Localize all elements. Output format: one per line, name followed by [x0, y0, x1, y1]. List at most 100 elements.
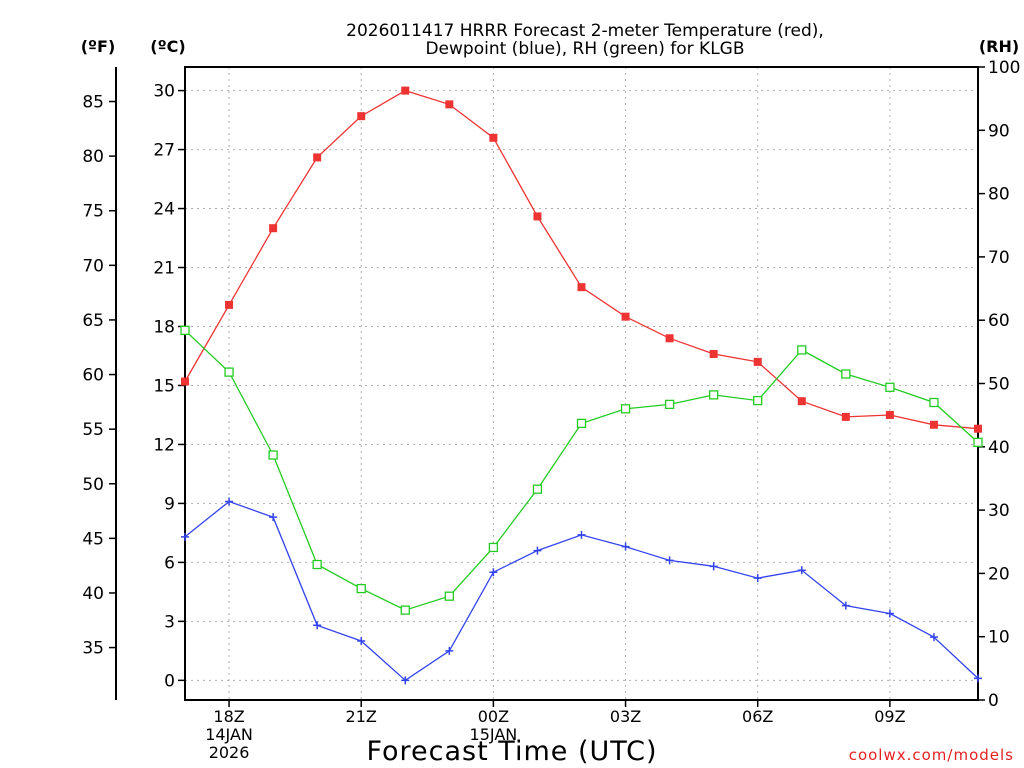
- temperature-point: [181, 377, 189, 386]
- dewpoint-line: [184, 500, 979, 682]
- temperature-point: [313, 153, 322, 162]
- x-tick-label: 09Z: [874, 707, 905, 726]
- celsius-tick-label: 9: [164, 494, 175, 514]
- dewpoint-point: [401, 676, 410, 685]
- chart-title-line2: Dewpoint (blue), RH (green) for KLGB: [425, 39, 744, 59]
- temperature-point: [225, 300, 234, 309]
- temperature-point: [357, 112, 366, 121]
- rh-point: [576, 418, 587, 429]
- rh-point: [488, 542, 499, 553]
- dewpoint-point: [577, 530, 586, 539]
- rh-point: [885, 382, 895, 392]
- celsius-tick-label: 3: [164, 612, 175, 632]
- fahrenheit-tick-label: 80: [82, 147, 104, 167]
- temperature-point: [841, 412, 850, 421]
- temperature-point: [753, 357, 762, 366]
- temperature-point: [665, 334, 674, 343]
- rh-point: [664, 399, 675, 410]
- rh-tick-label: 80: [988, 185, 1010, 205]
- fahrenheit-tick-label: 65: [82, 311, 104, 331]
- dewpoint-point: [181, 532, 189, 541]
- x-tick-date: 14JAN: [205, 725, 253, 744]
- rh-point: [444, 591, 454, 601]
- rh-point: [973, 437, 983, 448]
- rh-tick-label: 20: [988, 564, 1010, 584]
- dewpoint-point: [709, 562, 718, 571]
- temperature-series: [181, 86, 982, 433]
- watermark: coolwx.com/models: [849, 746, 1014, 764]
- x-tick-year: 2026: [209, 743, 250, 762]
- grid: [185, 67, 978, 700]
- dewpoint-point: [929, 633, 938, 642]
- chart-title-line1: 2026011417 HRRR Forecast 2-meter Tempera…: [346, 21, 824, 41]
- rh-point: [929, 397, 939, 408]
- x-tick-label: 18Z: [213, 707, 244, 726]
- dewpoint-point: [797, 566, 806, 575]
- celsius-tick-label: 24: [153, 200, 175, 220]
- rh-tick-label: 60: [988, 311, 1010, 331]
- rh-series: [180, 325, 983, 615]
- rh-tick-label: 30: [988, 501, 1010, 521]
- celsius-tick-label: 21: [153, 259, 175, 279]
- temperature-point: [709, 350, 718, 359]
- fahrenheit-tick-label: 50: [82, 475, 104, 495]
- fahrenheit-tick-labels: 35 40 45 50 55 60 65 70 75 80 85: [82, 93, 116, 659]
- x-tick-label: 21Z: [346, 707, 377, 726]
- celsius-tick-label: 30: [153, 82, 175, 102]
- temperature-point: [269, 224, 278, 233]
- celsius-tick-labels: 0 3 6 9 12 15 18 21 24 27 30: [153, 82, 185, 691]
- temperature-point: [797, 397, 806, 406]
- dewpoint-point: [313, 621, 322, 630]
- temperature-point: [401, 86, 410, 95]
- dewpoint-point: [665, 556, 674, 565]
- fahrenheit-unit-label: (ºF): [81, 37, 116, 56]
- rh-point: [224, 367, 234, 377]
- x-tick-label: 00Z: [478, 707, 509, 726]
- fahrenheit-tick-label: 75: [82, 202, 104, 222]
- rh-tick-label: 50: [988, 375, 1010, 395]
- x-tick-label: 06Z: [742, 707, 773, 726]
- rh-point: [268, 450, 278, 460]
- fahrenheit-tick-label: 85: [82, 93, 104, 113]
- plot-frame: [184, 66, 979, 701]
- celsius-tick-label: 12: [153, 435, 175, 455]
- celsius-tick-label: 18: [153, 317, 175, 337]
- dewpoint-point: [885, 609, 894, 618]
- temperature-point: [974, 424, 982, 433]
- x-tick-date: 15JAN: [470, 725, 518, 744]
- rh-point: [180, 325, 190, 335]
- celsius-tick-label: 0: [164, 671, 175, 691]
- temperature-point: [489, 133, 498, 142]
- dewpoint-point: [533, 546, 542, 555]
- fahrenheit-tick-label: 60: [82, 366, 104, 386]
- rh-point: [356, 583, 366, 594]
- fahrenheit-tick-label: 35: [82, 639, 104, 659]
- temperature-point: [445, 100, 454, 109]
- rh-unit-label: (RH): [979, 37, 1019, 56]
- temperature-point: [621, 312, 630, 321]
- fahrenheit-tick-label: 70: [82, 256, 104, 276]
- rh-tick-label: 0: [988, 691, 999, 711]
- rh-point: [709, 390, 719, 400]
- dewpoint-point: [753, 574, 762, 583]
- dewpoint-point: [269, 513, 278, 522]
- rh-tick-label: 100: [988, 58, 1020, 78]
- rh-tick-labels: 0 10 20 30 40 50 60 70 80 90 100: [978, 58, 1020, 711]
- dewpoint-point: [225, 497, 234, 506]
- rh-line: [184, 329, 979, 611]
- celsius-unit-label: (ºC): [150, 37, 185, 56]
- fahrenheit-tick-label: 45: [82, 529, 104, 549]
- dewpoint-point: [489, 568, 498, 577]
- temperature-point: [577, 283, 586, 292]
- rh-tick-label: 70: [988, 248, 1010, 268]
- dewpoint-point: [621, 542, 630, 551]
- series: [180, 86, 983, 685]
- fahrenheit-tick-label: 55: [82, 420, 104, 440]
- rh-point: [797, 345, 807, 355]
- rh-point: [753, 395, 763, 406]
- rh-point: [620, 404, 631, 414]
- temperature-point: [533, 212, 542, 221]
- rh-tick-label: 40: [988, 438, 1010, 458]
